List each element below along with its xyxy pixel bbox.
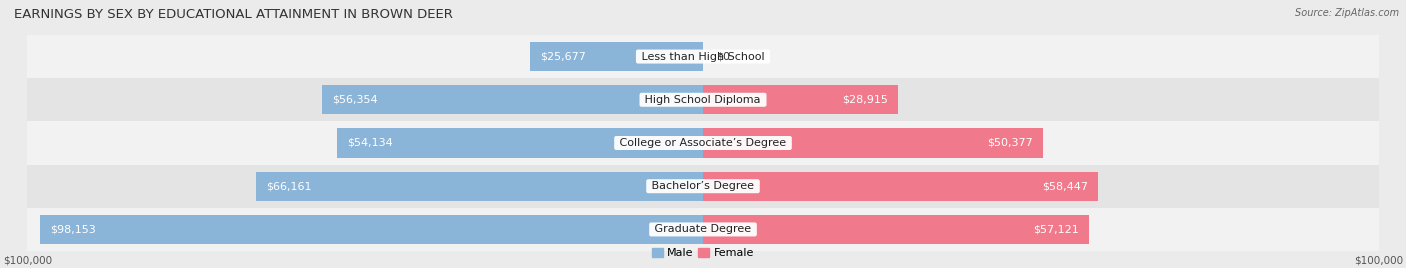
Bar	[27, 78, 1379, 121]
Bar	[703, 85, 898, 114]
Text: $54,134: $54,134	[347, 138, 394, 148]
Bar	[337, 128, 703, 158]
Text: $98,153: $98,153	[51, 224, 96, 234]
Bar	[703, 128, 1043, 158]
Bar	[39, 215, 703, 244]
Text: $66,161: $66,161	[266, 181, 312, 191]
Text: $58,447: $58,447	[1042, 181, 1088, 191]
Text: Less than High School: Less than High School	[638, 51, 768, 62]
Bar	[27, 121, 1379, 165]
Text: Graduate Degree: Graduate Degree	[651, 224, 755, 234]
Bar	[703, 215, 1088, 244]
Legend: Male, Female: Male, Female	[647, 243, 759, 263]
Bar	[530, 42, 703, 71]
Bar	[703, 172, 1098, 201]
Bar	[27, 208, 1379, 251]
Text: $50,377: $50,377	[987, 138, 1033, 148]
Bar	[27, 165, 1379, 208]
Bar	[27, 35, 1379, 78]
Text: College or Associate’s Degree: College or Associate’s Degree	[616, 138, 790, 148]
Text: $0: $0	[717, 51, 731, 62]
Text: $57,121: $57,121	[1033, 224, 1078, 234]
Text: Source: ZipAtlas.com: Source: ZipAtlas.com	[1295, 8, 1399, 18]
Text: $28,915: $28,915	[842, 95, 889, 105]
Bar	[256, 172, 703, 201]
Text: Bachelor’s Degree: Bachelor’s Degree	[648, 181, 758, 191]
Bar	[322, 85, 703, 114]
Text: $25,677: $25,677	[540, 51, 585, 62]
Text: $56,354: $56,354	[332, 95, 378, 105]
Text: EARNINGS BY SEX BY EDUCATIONAL ATTAINMENT IN BROWN DEER: EARNINGS BY SEX BY EDUCATIONAL ATTAINMEN…	[14, 8, 453, 21]
Text: High School Diploma: High School Diploma	[641, 95, 765, 105]
